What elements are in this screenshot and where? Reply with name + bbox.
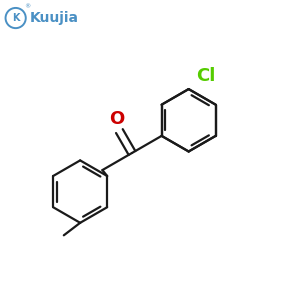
Text: Kuujia: Kuujia <box>30 11 79 25</box>
Text: Cl: Cl <box>196 67 215 85</box>
Text: O: O <box>110 110 124 128</box>
Text: ®: ® <box>24 4 30 9</box>
Text: K: K <box>12 13 20 23</box>
